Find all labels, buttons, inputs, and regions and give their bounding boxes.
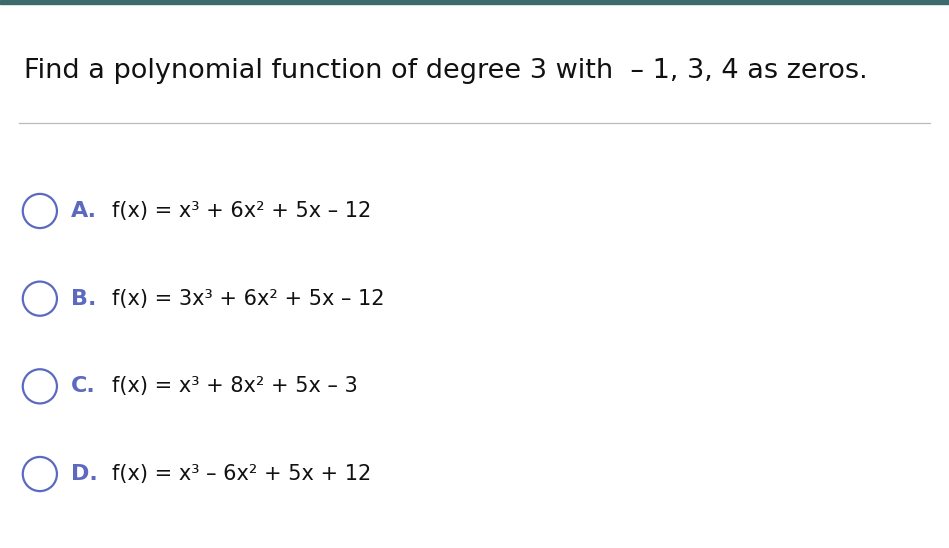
Text: f(x) = 3x³ + 6x² + 5x – 12: f(x) = 3x³ + 6x² + 5x – 12 [112, 289, 384, 309]
Text: B.: B. [71, 289, 97, 309]
Text: f(x) = x³ – 6x² + 5x + 12: f(x) = x³ – 6x² + 5x + 12 [112, 464, 371, 484]
Text: Find a polynomial function of degree 3 with  – 1, 3, 4 as zeros.: Find a polynomial function of degree 3 w… [24, 58, 867, 83]
Text: A.: A. [71, 201, 97, 221]
Bar [0, 0, 949, 4]
Text: f(x) = x³ + 6x² + 5x – 12: f(x) = x³ + 6x² + 5x – 12 [112, 201, 371, 221]
Text: D.: D. [71, 464, 98, 484]
Text: C.: C. [71, 376, 96, 396]
Text: f(x) = x³ + 8x² + 5x – 3: f(x) = x³ + 8x² + 5x – 3 [112, 376, 358, 396]
